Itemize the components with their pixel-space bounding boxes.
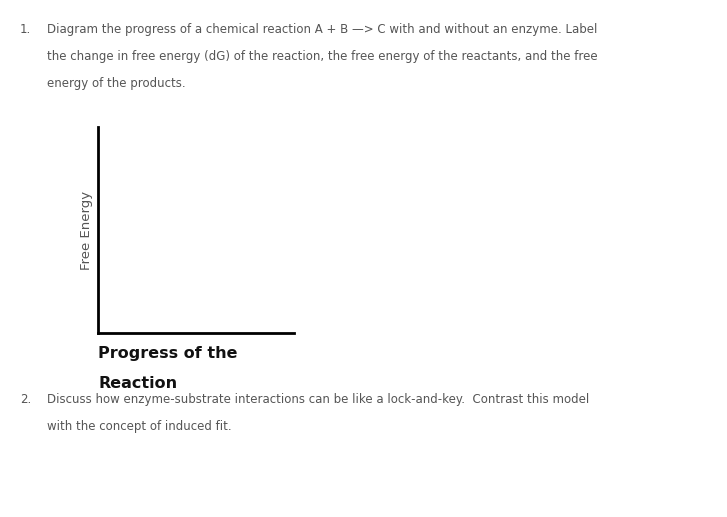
Text: Diagram the progress of a chemical reaction A + B —> C with and without an enzym: Diagram the progress of a chemical react… [47,23,598,36]
Text: 1.: 1. [20,23,31,36]
Text: with the concept of induced fit.: with the concept of induced fit. [47,420,232,433]
Text: energy of the products.: energy of the products. [47,77,186,90]
Text: Reaction: Reaction [98,376,177,391]
Y-axis label: Free Energy: Free Energy [79,190,92,270]
Text: Progress of the: Progress of the [98,346,238,361]
Text: 2.: 2. [20,393,31,406]
Text: the change in free energy (dG) of the reaction, the free energy of the reactants: the change in free energy (dG) of the re… [47,50,598,63]
Text: Discuss how enzyme-substrate interactions can be like a lock-and-key.  Contrast : Discuss how enzyme-substrate interaction… [47,393,590,406]
